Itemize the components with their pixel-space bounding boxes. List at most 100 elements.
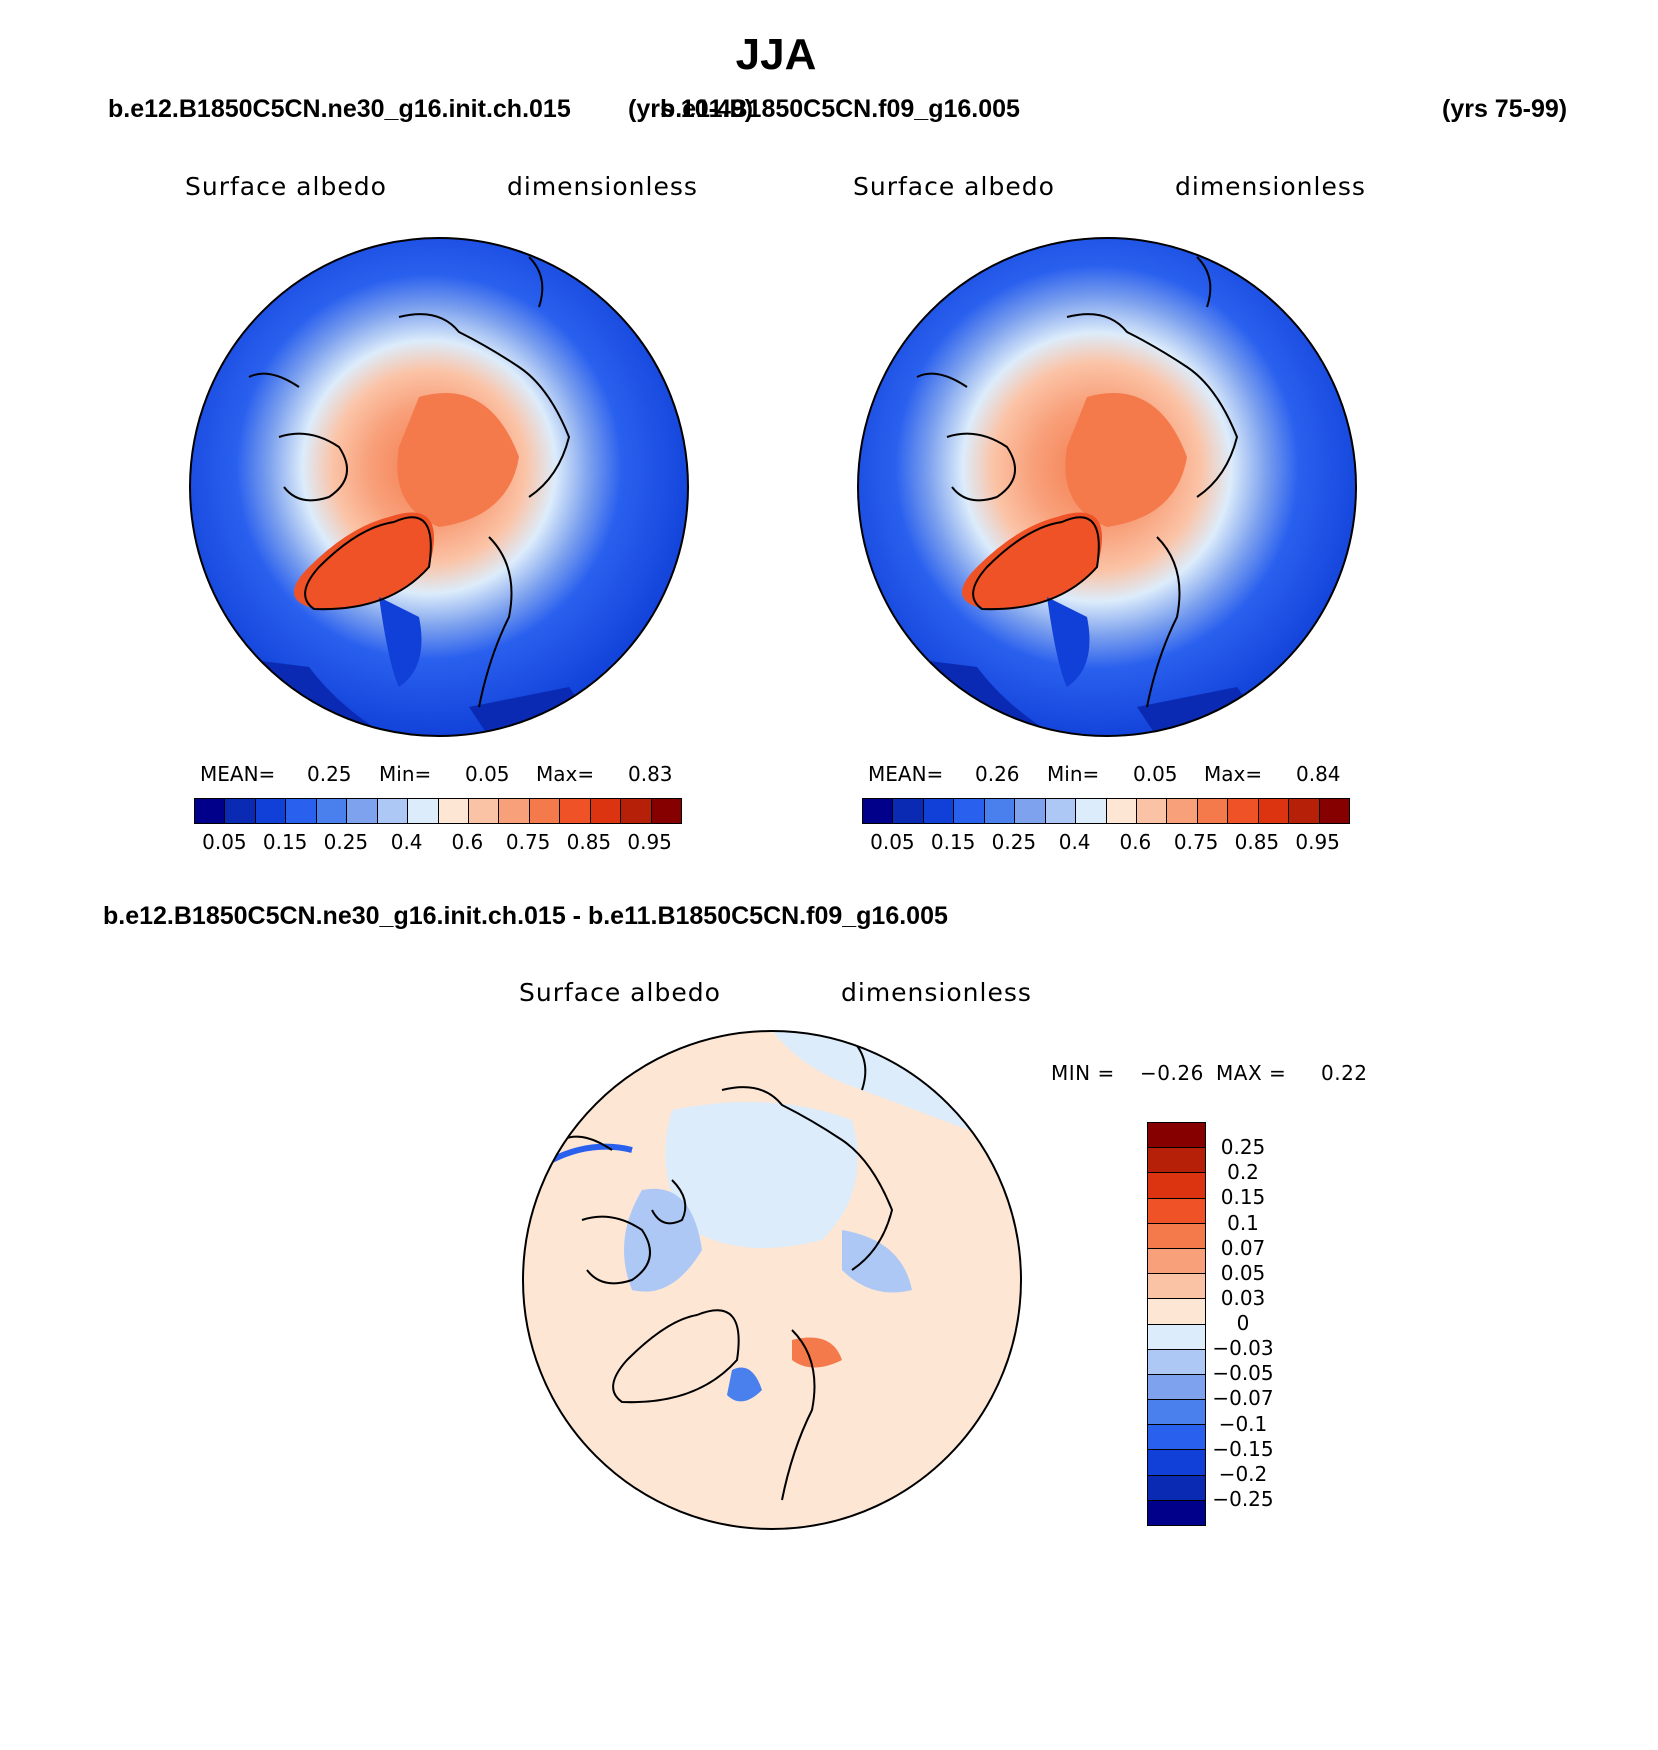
panel1-max-value: 0.83: [628, 762, 673, 786]
colorbar-panel2-swatch: [1045, 799, 1077, 823]
colorbar-panel1-swatch: [529, 799, 561, 823]
colorbar-diff-swatch: [1148, 1500, 1205, 1525]
diff-max-label: MAX =: [1216, 1061, 1287, 1085]
colorbar-diff-tick-label: 0.05: [1220, 1260, 1266, 1285]
colorbar-diff-swatch: [1148, 1299, 1205, 1325]
colorbar-panel2-swatch: [1197, 799, 1229, 823]
polar-map-1: [189, 237, 689, 737]
colorbar-diff-tick-label: −0.03: [1212, 1336, 1274, 1361]
colorbar-diff-swatch: [1148, 1450, 1205, 1476]
panel2-variable: Surface albedo: [853, 172, 1055, 201]
colorbar-panel2-swatch: [923, 799, 955, 823]
colorbar-panel2-tick-label: 0.4: [1058, 830, 1091, 854]
colorbar-panel2-swatch: [984, 799, 1016, 823]
case-left-label: b.e12.B1850C5CN.ne30_g16.init.ch.015: [108, 95, 571, 123]
colorbar-panel1-tick-label: 0.25: [323, 830, 369, 854]
panel1-max-label: Max=: [536, 762, 595, 786]
colorbar-panel2-swatch: [954, 799, 985, 823]
panel1-mean-value: 0.25: [307, 762, 352, 786]
colorbar-panel1: [194, 798, 682, 824]
colorbar-panel2-swatch: [1106, 799, 1137, 823]
panel2-units: dimensionless: [1175, 172, 1366, 201]
colorbar-panel2-swatch: [1136, 799, 1168, 823]
diff-min-value: −0.26: [1140, 1061, 1204, 1085]
colorbar-panel1-swatch: [621, 799, 652, 823]
colorbar-panel2-tick-label: 0.75: [1173, 830, 1219, 854]
diff-units: dimensionless: [841, 978, 1032, 1007]
colorbar-diff-tick-label: 0.25: [1220, 1135, 1266, 1160]
colorbar-diff-tick-label: −0.2: [1218, 1461, 1268, 1486]
colorbar-diff-tick-label: 0: [1236, 1311, 1250, 1335]
colorbar-panel1-tick-label: 0.95: [627, 830, 672, 854]
colorbar-panel2-tick-label: 0.85: [1234, 830, 1280, 854]
colorbar-panel2-tick-label: 0.15: [930, 830, 976, 854]
years-right-label: (yrs 75-99): [1442, 95, 1568, 123]
colorbar-diff-tick-label: −0.05: [1212, 1361, 1274, 1386]
panel2-mean-label: MEAN=: [868, 762, 944, 786]
panel2-max-label: Max=: [1204, 762, 1263, 786]
colorbar-diff-swatch: [1148, 1400, 1205, 1426]
years-left-label: (yrs 10-49): [628, 95, 754, 123]
colorbar-diff-tick-label: 0.03: [1220, 1285, 1266, 1310]
panel1-units: dimensionless: [507, 172, 698, 201]
diff-variable: Surface albedo: [519, 978, 721, 1007]
case-right-label: b.e11.B1850C5CN.f09_g16.005: [660, 95, 1020, 123]
colorbar-diff: [1147, 1122, 1206, 1526]
colorbar-diff-swatch: [1148, 1123, 1205, 1149]
colorbar-panel2-swatch: [1289, 799, 1320, 823]
panel2-min-value: 0.05: [1133, 762, 1178, 786]
colorbar-panel1-swatch: [590, 799, 622, 823]
polar-map-diff: [522, 1030, 1022, 1530]
colorbar-panel1-tick-label: 0.15: [262, 830, 308, 854]
colorbar-panel1-swatch: [651, 799, 681, 823]
main-title: JJA: [735, 30, 817, 79]
colorbar-panel2: [862, 798, 1350, 824]
colorbar-diff-tick-label: −0.15: [1212, 1436, 1274, 1461]
colorbar-panel1-swatch: [468, 799, 500, 823]
panel2-min-label: Min=: [1047, 762, 1100, 786]
diff-title: b.e12.B1850C5CN.ne30_g16.init.ch.015 - b…: [103, 902, 948, 930]
colorbar-diff-swatch: [1148, 1148, 1205, 1174]
panel1-mean-label: MEAN=: [200, 762, 276, 786]
colorbar-panel2-swatch: [1015, 799, 1046, 823]
diff-min-label: MIN =: [1051, 1061, 1115, 1085]
colorbar-panel1-swatch: [438, 799, 469, 823]
panel1-variable: Surface albedo: [185, 172, 387, 201]
colorbar-diff-swatch: [1148, 1223, 1205, 1249]
colorbar-diff-tick-label: −0.25: [1212, 1486, 1274, 1511]
colorbar-panel1-swatch: [225, 799, 256, 823]
colorbar-panel1-swatch: [316, 799, 348, 823]
colorbar-diff-swatch: [1148, 1349, 1205, 1375]
colorbar-panel1-tick-label: 0.4: [390, 830, 423, 854]
colorbar-diff-swatch: [1148, 1324, 1205, 1350]
colorbar-diff-tick-label: 0.07: [1220, 1235, 1266, 1260]
colorbar-panel2-swatch: [893, 799, 924, 823]
colorbar-panel1-tick-label: 0.75: [505, 830, 551, 854]
colorbar-diff-swatch: [1148, 1475, 1205, 1501]
panel2-max-value: 0.84: [1296, 762, 1341, 786]
panel2-mean-value: 0.26: [975, 762, 1020, 786]
colorbar-diff-swatch: [1148, 1248, 1205, 1275]
colorbar-panel1-swatch: [560, 799, 591, 823]
colorbar-panel1-swatch: [347, 799, 378, 823]
panel1-min-value: 0.05: [465, 762, 510, 786]
colorbar-panel2-swatch: [1228, 799, 1259, 823]
colorbar-panel1-swatch: [286, 799, 317, 823]
colorbar-panel1-swatch: [195, 799, 226, 823]
colorbar-panel1-swatch: [499, 799, 530, 823]
colorbar-panel1-tick-label: 0.6: [451, 830, 484, 854]
colorbar-panel2-tick-label: 0.05: [870, 830, 915, 854]
colorbar-panel2-swatch: [1258, 799, 1290, 823]
colorbar-panel1-swatch: [408, 799, 439, 823]
colorbar-diff-tick-label: 0.2: [1227, 1160, 1259, 1185]
colorbar-panel2-swatch: [1319, 799, 1349, 823]
colorbar-panel2-tick-label: 0.6: [1119, 830, 1152, 854]
colorbar-diff-swatch: [1148, 1425, 1205, 1451]
colorbar-diff-swatch: [1148, 1173, 1205, 1199]
polar-map-2: [857, 237, 1357, 737]
colorbar-diff-tick-label: 0.1: [1227, 1210, 1259, 1235]
colorbar-panel1-swatch: [255, 799, 287, 823]
colorbar-panel1-swatch: [377, 799, 409, 823]
panel1-min-label: Min=: [379, 762, 432, 786]
colorbar-diff-tick-label: 0.15: [1220, 1185, 1266, 1210]
